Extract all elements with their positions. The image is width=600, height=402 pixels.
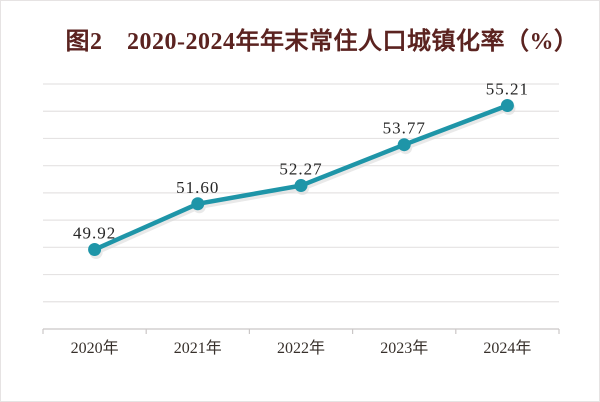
data-label: 55.21: [486, 80, 529, 99]
x-axis-label: 2020年: [71, 339, 119, 357]
x-axis-label: 2022年: [277, 339, 325, 357]
x-axis-label: 2021年: [174, 339, 222, 357]
data-label: 49.92: [73, 224, 116, 243]
data-label: 52.27: [279, 160, 322, 179]
data-point: [191, 197, 205, 211]
x-axis: [42, 328, 560, 334]
gridlines: [43, 83, 559, 303]
data-point: [294, 179, 308, 193]
x-axis-label: 2024年: [483, 339, 531, 357]
data-label: 51.60: [176, 178, 219, 197]
x-axis-label: 2023年: [380, 339, 428, 357]
data-point: [397, 138, 411, 152]
data-label: 53.77: [383, 119, 426, 138]
data-point: [500, 99, 514, 113]
chart-title: 图2 2020-2024年年末常住人口城镇化率（%）: [65, 29, 579, 55]
data-point: [88, 243, 102, 257]
